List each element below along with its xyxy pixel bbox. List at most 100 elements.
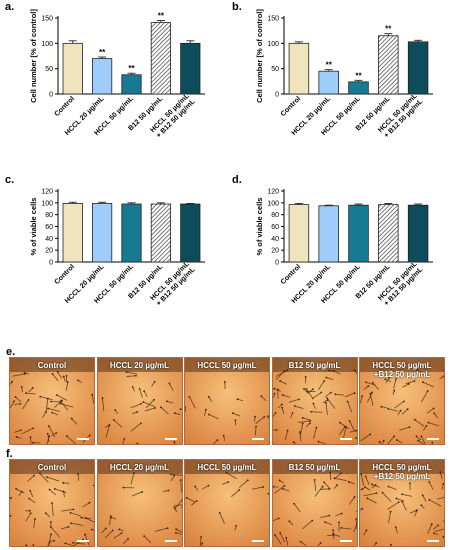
- cell-mark: [49, 489, 56, 496]
- cell-mark: [12, 373, 26, 377]
- cell-mark: [293, 503, 300, 513]
- cell-mark: [204, 409, 207, 416]
- cell-mark: [297, 420, 311, 423]
- cell-body: [292, 441, 295, 444]
- cell-mark: [324, 392, 331, 398]
- cell-body: [139, 422, 142, 425]
- y-tick-label: 150: [41, 16, 53, 23]
- cell-mark: [82, 502, 90, 508]
- cell-mark: [51, 502, 54, 517]
- cell-body: [11, 380, 13, 383]
- cell-mark: [199, 536, 202, 546]
- cell-body: [167, 489, 169, 492]
- cell-body: [134, 374, 137, 377]
- cell-mark: [91, 394, 94, 404]
- cell-mark: [414, 509, 418, 517]
- cell-body: [364, 486, 366, 489]
- cell-mark: [52, 373, 59, 381]
- cell-body: [70, 417, 73, 420]
- cell-body: [356, 521, 357, 523]
- cell-body: [428, 498, 431, 501]
- cell-body: [413, 380, 416, 383]
- cell-mark: [125, 375, 136, 377]
- cell-mark: [323, 481, 331, 490]
- cell-body: [34, 518, 36, 520]
- cell-body: [10, 514, 12, 517]
- cell-body: [50, 520, 52, 523]
- cell-mark: [319, 515, 330, 519]
- cell-mark: [317, 441, 326, 444]
- cell-body: [339, 472, 342, 475]
- cell-mark: [251, 486, 264, 490]
- cell-body: [397, 501, 400, 504]
- cell-body: [194, 485, 197, 488]
- cell-mark: [212, 439, 218, 444]
- y-tick-label: 50: [271, 66, 279, 73]
- cell-mark: [60, 400, 69, 411]
- cell-body: [281, 394, 284, 396]
- bar: [318, 70, 339, 95]
- x-tick-label: Control: [280, 95, 303, 118]
- cell-body: [326, 399, 328, 402]
- cell-mark: [255, 416, 265, 424]
- cell-mark: [314, 486, 323, 497]
- cell-body: [408, 426, 411, 429]
- bar: [180, 203, 201, 263]
- cell-body: [267, 492, 269, 495]
- cell-body: [354, 429, 357, 432]
- cell-body: [84, 533, 86, 536]
- cell-body: [117, 528, 120, 531]
- cell-body: [88, 501, 91, 504]
- cell-mark: [384, 378, 391, 382]
- cell-mark: [66, 435, 76, 444]
- cell-mark: [208, 396, 213, 402]
- cell-mark: [30, 436, 32, 444]
- cell-mark: [191, 500, 198, 506]
- cell-mark: [303, 388, 308, 394]
- scale-bar: [164, 540, 177, 542]
- cell-body: [431, 441, 434, 444]
- cell-body: [343, 443, 345, 444]
- cell-mark: [279, 380, 287, 385]
- cell-mark: [313, 479, 316, 492]
- bar: [318, 205, 339, 263]
- y-tick-label: 100: [267, 200, 279, 207]
- cell-body: [340, 527, 342, 529]
- cell-mark: [367, 392, 373, 403]
- micrograph-label: B12 50 µg/mL: [288, 463, 341, 472]
- cell-mark: [387, 408, 398, 412]
- cell-body: [402, 400, 405, 403]
- y-tick-label: 40: [271, 236, 279, 243]
- cell-mark: [27, 475, 35, 482]
- cell-body: [29, 512, 32, 515]
- cell-mark: [346, 401, 352, 413]
- cell-mark: [301, 520, 313, 529]
- cell-body: [139, 402, 142, 405]
- panel-letter: a.: [5, 1, 14, 13]
- cell-body: [293, 405, 296, 407]
- cell-body: [413, 418, 416, 421]
- cell-mark: [91, 529, 94, 531]
- cell-body: [335, 484, 338, 487]
- cell-mark: [284, 430, 288, 441]
- cell-mark: [428, 499, 442, 507]
- cell-mark: [54, 488, 67, 494]
- cell-mark: [28, 498, 36, 504]
- cell-mark: [186, 497, 195, 503]
- cell-body: [227, 481, 229, 484]
- cell-body: [262, 486, 264, 488]
- cell-mark: [168, 383, 173, 391]
- micrograph-label: HCCL 20 µg/mL: [109, 361, 170, 370]
- cell-mark: [422, 381, 434, 388]
- x-tick-label: Control: [54, 263, 77, 286]
- cell-body: [361, 488, 364, 490]
- cell-mark: [364, 486, 371, 491]
- cell-body: [223, 380, 226, 383]
- micrograph-tile: HCCL 20 µg/mL: [96, 357, 183, 445]
- cell-mark: [46, 435, 50, 444]
- significance-label: **: [158, 12, 165, 21]
- cell-mark: [316, 542, 321, 546]
- cell-body: [371, 483, 373, 486]
- cell-body: [47, 407, 50, 410]
- cell-mark: [342, 426, 346, 440]
